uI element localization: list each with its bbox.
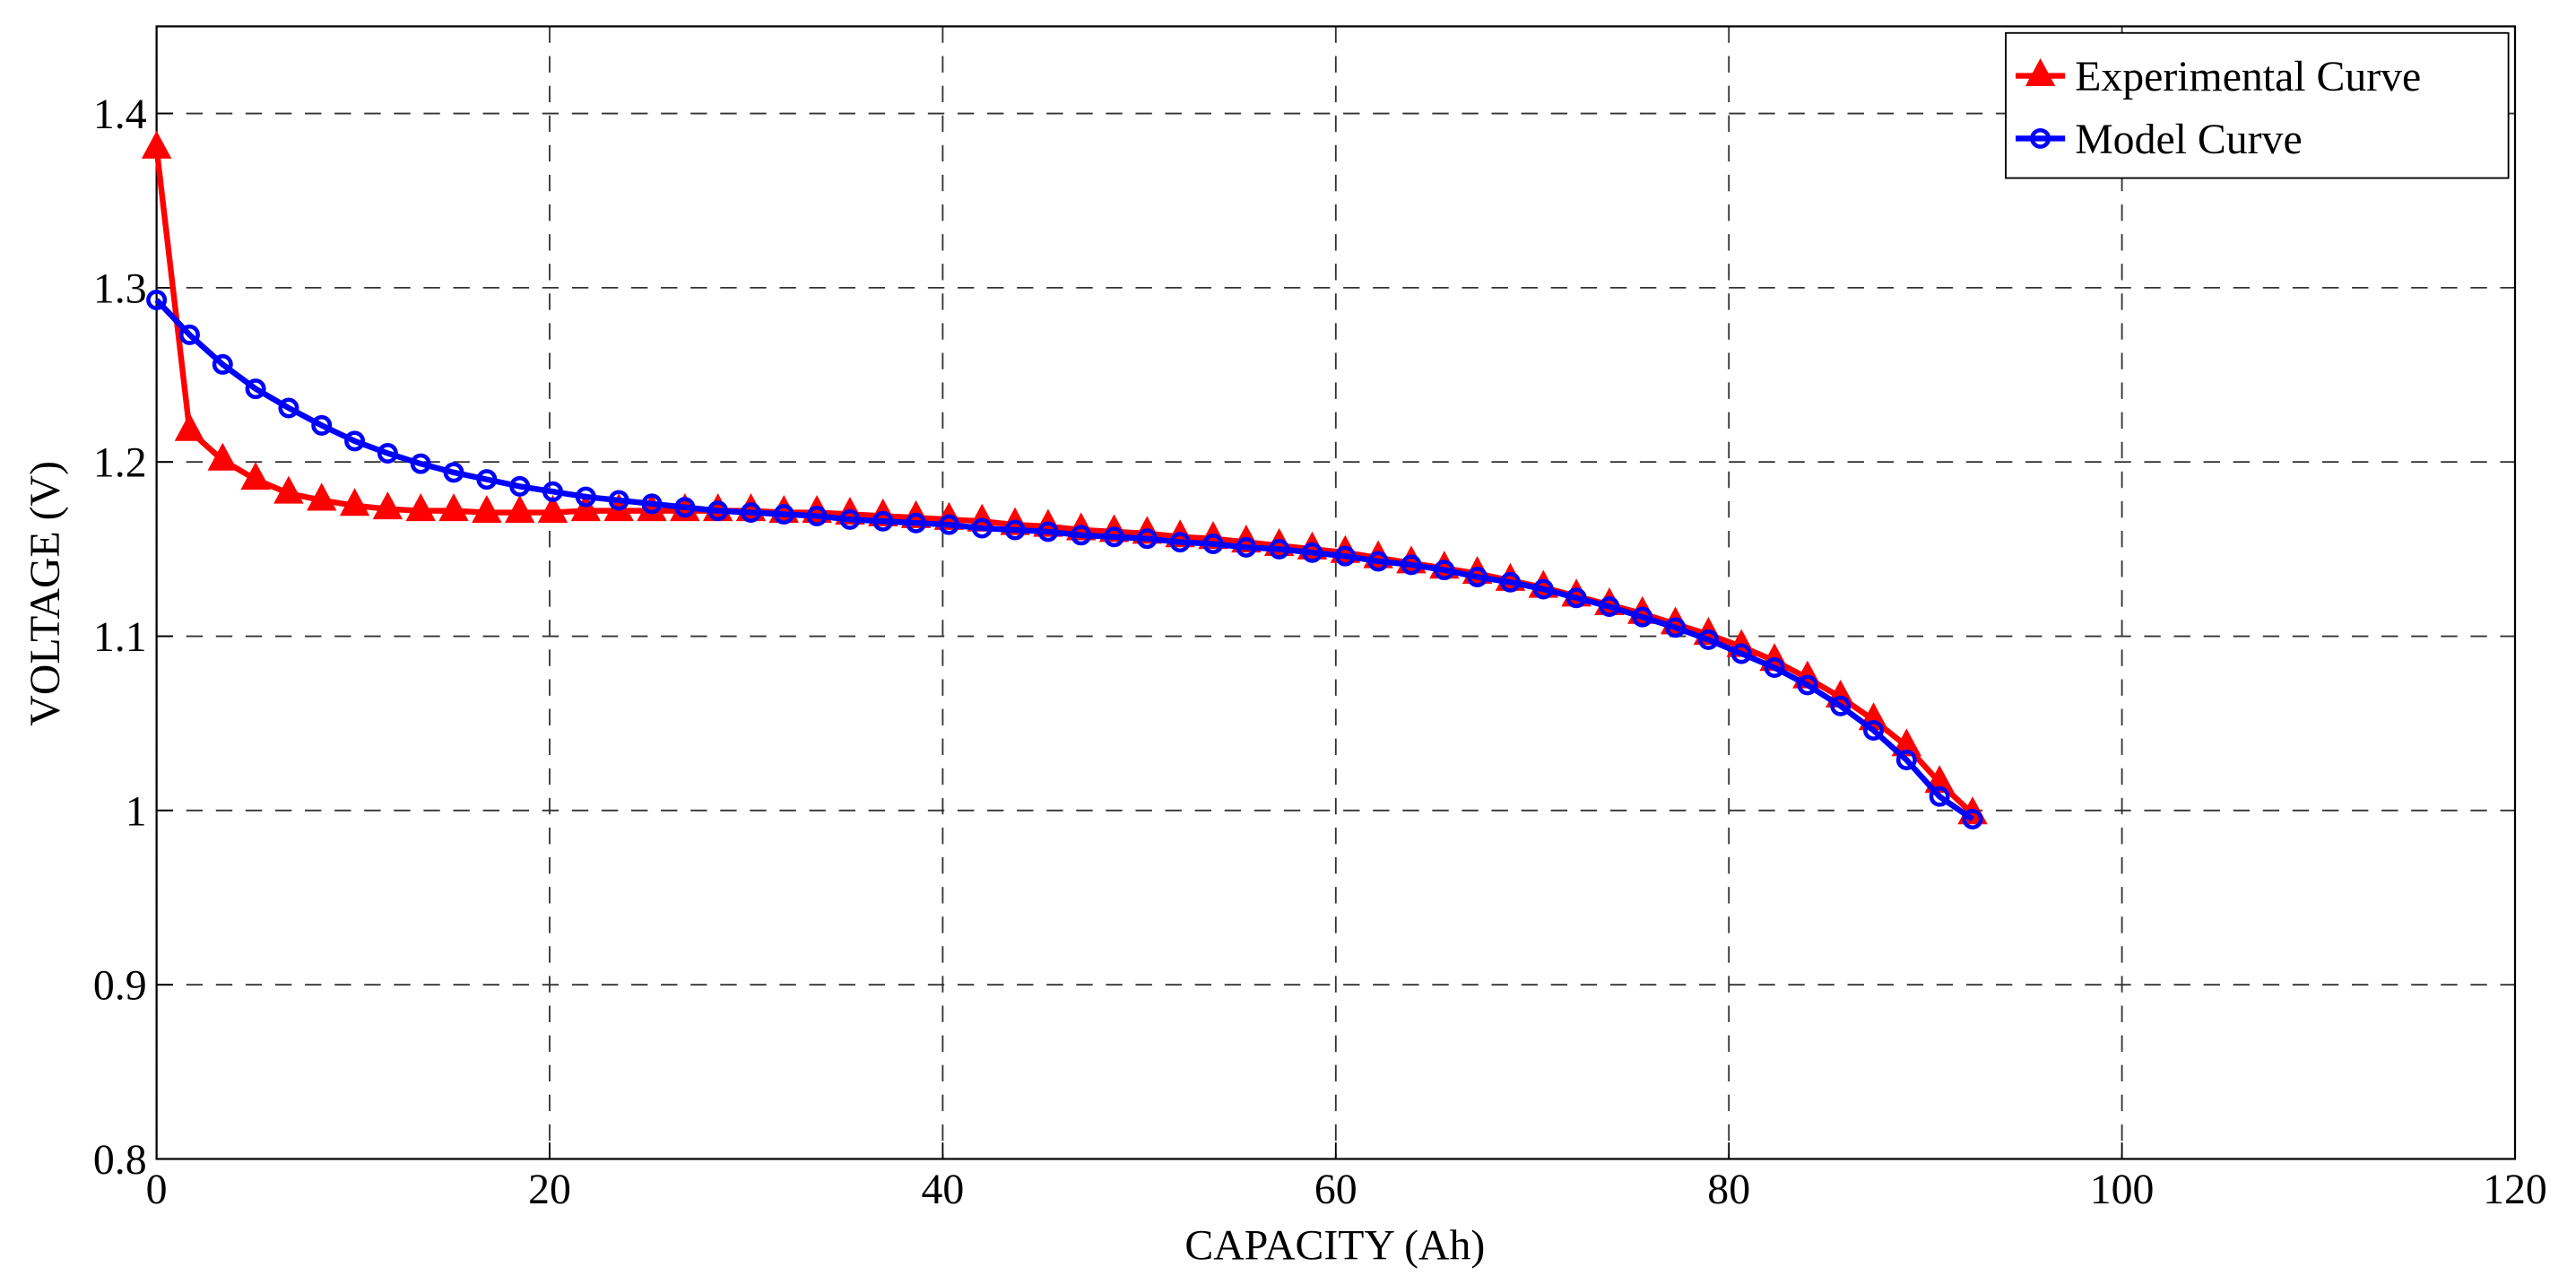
- marker: [537, 495, 568, 524]
- marker: [1632, 606, 1653, 628]
- y-tick-label: 1.4: [93, 91, 147, 138]
- marker: [1924, 765, 1955, 794]
- marker: [1401, 554, 1422, 576]
- marker: [278, 397, 299, 419]
- marker: [570, 493, 602, 522]
- x-tick-label: 40: [922, 1166, 965, 1213]
- marker: [1202, 534, 1224, 555]
- marker: [773, 504, 794, 525]
- marker: [178, 324, 200, 345]
- marker: [1962, 809, 1983, 830]
- marker: [207, 442, 238, 471]
- marker: [971, 517, 993, 539]
- legend-label: Model Curve: [2075, 116, 2302, 163]
- y-tick-label: 1: [126, 787, 147, 835]
- y-tick-label: 1.1: [93, 613, 147, 661]
- x-tick-label: 20: [528, 1166, 571, 1213]
- marker: [1334, 545, 1356, 567]
- marker: [405, 493, 436, 522]
- marker: [1665, 617, 1687, 638]
- marker: [476, 469, 498, 490]
- marker: [1071, 525, 1092, 546]
- marker: [212, 353, 233, 375]
- y-tick-label: 1.2: [93, 439, 147, 487]
- marker: [1499, 571, 1521, 593]
- marker: [1764, 657, 1785, 678]
- marker: [1599, 595, 1620, 617]
- marker: [1136, 528, 1158, 550]
- marker: [906, 512, 927, 534]
- y-tick-label: 0.9: [93, 962, 147, 1010]
- plot-frame: [155, 25, 2517, 1160]
- marker: [509, 475, 531, 497]
- marker: [311, 414, 333, 436]
- marker: [806, 505, 828, 526]
- x-tick-label: 120: [2483, 1166, 2547, 1213]
- y-tick-label: 0.8: [93, 1136, 147, 1184]
- y-tick-label: 1.3: [93, 265, 147, 312]
- marker: [307, 482, 337, 511]
- marker: [1037, 521, 1059, 543]
- marker: [504, 495, 535, 524]
- marker: [839, 508, 861, 530]
- marker: [1367, 551, 1389, 572]
- marker: [141, 130, 172, 159]
- marker: [1566, 587, 1587, 609]
- marker: [1863, 719, 1885, 741]
- line: [154, 298, 1974, 822]
- marker: [372, 491, 403, 520]
- x-tick-label: 0: [146, 1166, 168, 1213]
- x-tick-label: 80: [1707, 1166, 1750, 1213]
- marker: [641, 493, 663, 515]
- marker: [344, 430, 366, 452]
- marker: [1302, 542, 1323, 563]
- marker: [339, 488, 370, 516]
- marker: [608, 490, 629, 511]
- marker: [872, 510, 894, 532]
- x-axis-label: CAPACITY (Ah): [1184, 1222, 1485, 1270]
- marker: [245, 378, 266, 400]
- marker: [1269, 538, 1290, 560]
- y-axis-label: VOLTAGE (V): [22, 461, 69, 726]
- x-tick-label: 60: [1314, 1166, 1357, 1213]
- marker: [472, 495, 502, 524]
- legend: Experimental Curve Model Curve: [2005, 31, 2510, 179]
- marker: [2025, 58, 2056, 87]
- marker: [174, 412, 205, 441]
- marker: [1895, 749, 1917, 770]
- marker: [377, 442, 398, 464]
- marker: [542, 481, 564, 502]
- marker: [740, 502, 761, 524]
- marker: [1697, 629, 1719, 650]
- legend-label: Experimental Curve: [2075, 53, 2421, 100]
- marker: [938, 514, 959, 535]
- marker: [1104, 526, 1125, 548]
- marker: [240, 462, 271, 490]
- marker: [2030, 127, 2051, 149]
- marker: [438, 493, 469, 522]
- marker: [443, 462, 464, 483]
- marker: [674, 497, 696, 518]
- marker: [146, 290, 168, 310]
- marker: [1434, 560, 1455, 581]
- marker: [1236, 536, 1257, 558]
- marker: [1467, 566, 1488, 587]
- marker: [1169, 532, 1191, 553]
- marker: [1830, 695, 1852, 716]
- marker: [1797, 674, 1818, 696]
- marker: [273, 475, 304, 504]
- marker: [575, 486, 596, 508]
- marker: [1532, 578, 1554, 600]
- marker: [410, 453, 431, 474]
- series: [146, 290, 1983, 830]
- marker: [1891, 728, 1922, 757]
- marker: [1929, 786, 1950, 807]
- marker: [1730, 643, 1752, 664]
- x-tick-label: 100: [2090, 1166, 2155, 1213]
- marker: [707, 500, 729, 522]
- marker: [1004, 519, 1026, 541]
- legend-box: [2005, 31, 2510, 179]
